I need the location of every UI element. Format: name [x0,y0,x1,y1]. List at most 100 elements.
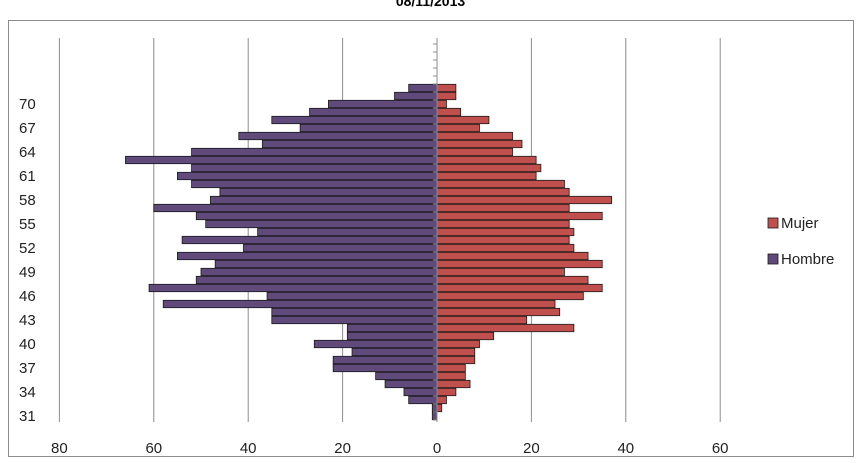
y-tick-label: 52 [19,240,36,257]
bar-mujer [436,123,480,133]
chart-title: 08/11/2013 [395,0,466,9]
y-tick-label: 43 [19,312,36,329]
bar-mujer [436,363,466,373]
bar-mujer [436,267,565,277]
bar-hombre [332,363,438,373]
bar-mujer [436,235,570,245]
bar-mujer [436,403,443,413]
bar-mujer [436,99,447,109]
x-tick-label: 40 [617,440,634,457]
bar-hombre [191,179,438,189]
bar-mujer [436,139,523,149]
bar-mujer [436,203,570,213]
y-tick-label: 34 [19,384,36,401]
bar-mujer [436,379,471,389]
bar-hombre [210,195,438,205]
bar-mujer [436,163,542,173]
bar-hombre [238,131,438,141]
bar-hombre [200,267,438,277]
bar-mujer [436,283,603,293]
bar-hombre [176,171,438,181]
y-tick-label: 40 [19,336,36,353]
y-tick-label: 64 [19,144,36,161]
bar-hombre [394,91,438,101]
bar-hombre [153,203,438,213]
bar-mujer [436,147,513,157]
bar-mujer [436,291,584,301]
bar-hombre [195,275,438,285]
bar-mujer [436,315,528,325]
bar-hombre [403,387,438,397]
bar-mujer [436,83,457,93]
x-tick-label: 20 [334,440,351,457]
bar-hombre [351,347,438,357]
bar-mujer [436,259,603,269]
y-tick-label: 67 [19,120,36,137]
bar-mujer [436,355,476,365]
bar-mujer [436,227,575,237]
y-tick-label: 58 [19,192,36,209]
bar-hombre [346,331,438,341]
bar-hombre [195,211,438,221]
bar-mujer [436,331,495,341]
bar-mujer [436,307,561,317]
bar-mujer [436,131,513,141]
bar-mujer [436,211,603,221]
bar-hombre [299,123,438,133]
bar-mujer [436,243,575,253]
y-tick-label: 61 [19,168,36,185]
bar-hombre [408,395,438,405]
bar-mujer [436,107,462,117]
bar-mujer [436,179,565,189]
x-tick-label: 0 [433,440,441,457]
bar-hombre [148,283,438,293]
bar-hombre [271,307,438,317]
y-tick-label: 70 [19,96,36,113]
x-tick-label: 40 [240,440,257,457]
bar-hombre [431,411,438,421]
bar-hombre [408,83,438,93]
bar-hombre [431,403,438,413]
bar-hombre [328,99,438,109]
y-tick-label: 37 [19,360,36,377]
x-tick-label: 60 [712,440,729,457]
bar-hombre [214,259,438,269]
bar-mujer [436,339,480,349]
x-tick-label: 20 [523,440,540,457]
bar-mujer [436,115,490,125]
bar-hombre [191,147,438,157]
bar-hombre [309,107,438,117]
bar-hombre [176,251,438,261]
bar-hombre [257,227,438,237]
y-tick-label: 31 [19,408,36,425]
y-tick-label: 55 [19,216,36,233]
bar-hombre [181,235,438,245]
legend-label-hombre: Hombre [781,251,834,268]
bar-mujer [436,91,457,101]
bar-mujer [436,387,457,397]
bar-hombre [346,323,438,333]
bar-mujer [436,299,556,309]
legend-label-mujer: Mujer [781,215,819,232]
bar-mujer [436,155,537,165]
legend-swatch-mujer [767,217,779,229]
bar-hombre [191,163,438,173]
bar-mujer [436,323,575,333]
y-tick-label: 49 [19,264,36,281]
bar-mujer [436,371,466,381]
bar-hombre [332,355,438,365]
bar-hombre [125,155,438,165]
bar-mujer [436,171,537,181]
bar-mujer [436,347,476,357]
bar-mujer [436,251,589,261]
bar-hombre [205,219,438,229]
y-tick-label: 46 [19,288,36,305]
bar-hombre [266,291,438,301]
x-tick-label: 60 [145,440,162,457]
bar-mujer [436,187,570,197]
bar-mujer [436,395,447,405]
bar-hombre [261,139,438,149]
bar-hombre [271,115,438,125]
bar-hombre [243,243,438,253]
